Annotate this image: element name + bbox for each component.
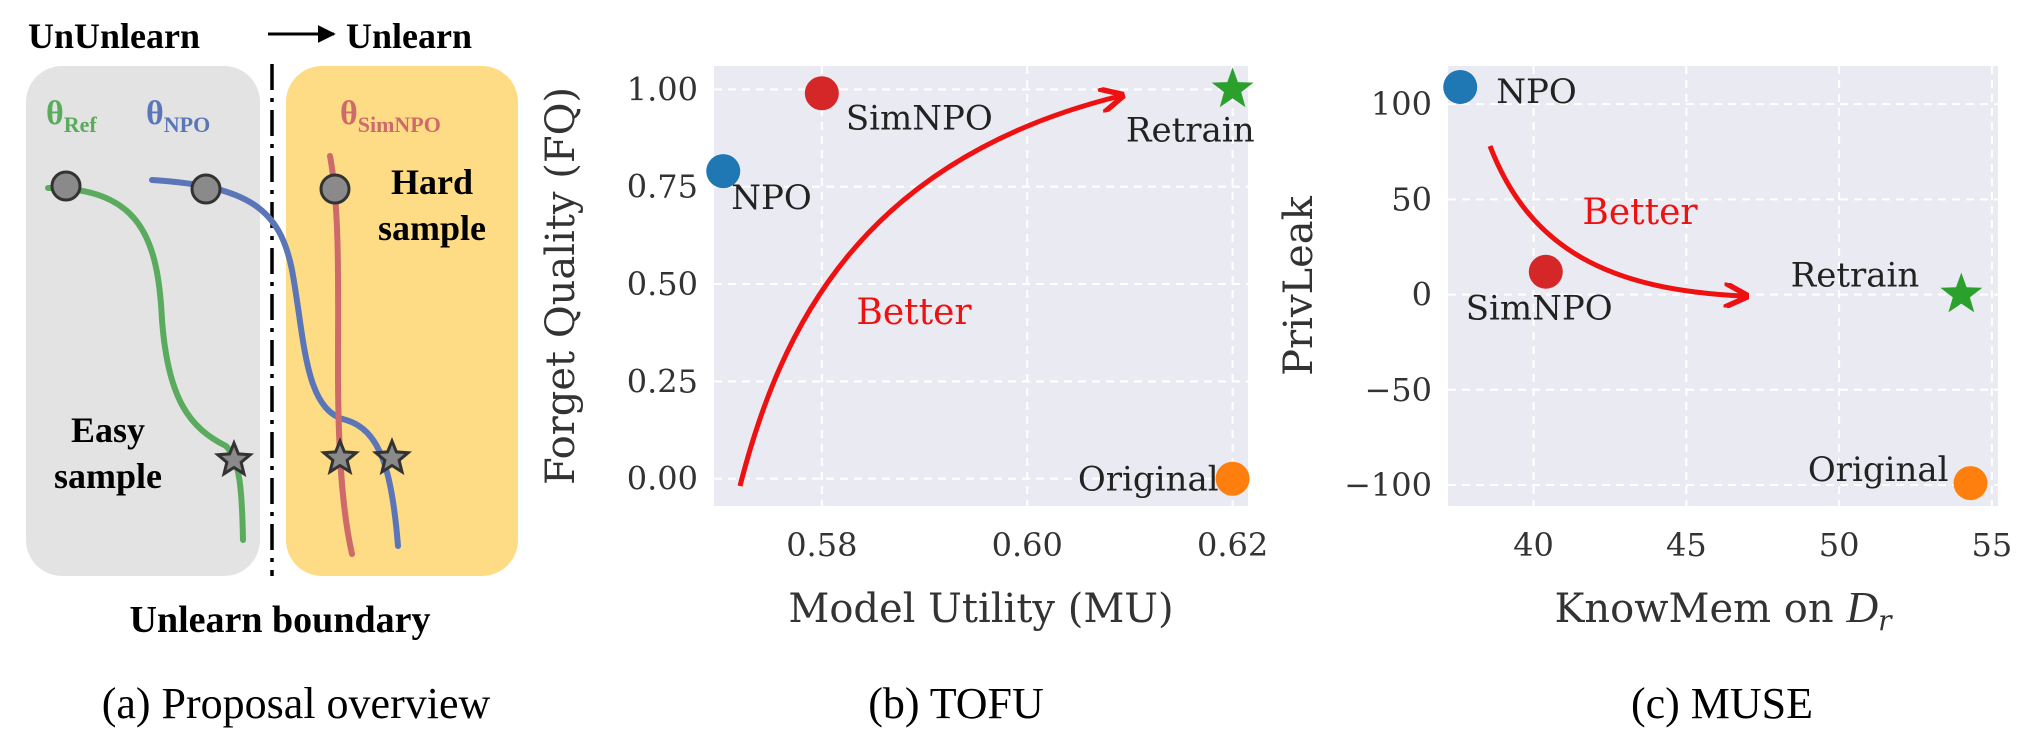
x-tick-label: 0.62 [1197,526,1268,564]
simnpo-point-label: SimNPO [846,98,993,138]
npo-point-label: NPO [731,178,812,218]
retrain-point [1940,272,1983,313]
caption-b: (b) TOFU [868,679,1044,728]
y-axis-label: PrivLeak [1276,195,1322,376]
muse-chart: 40 45 50 55 −100 −50 0 50 100 KnowMem on Dr PrivLe… [1276,66,2012,728]
x-tick-label: 45 [1666,526,1707,564]
ref-end-star [213,438,255,478]
npo-point [1443,69,1478,104]
x-tick-label: 0.58 [786,526,857,564]
theta-npo-label: θNPO [146,95,210,137]
header-unlearn: Unlearn [346,16,472,56]
y-tick-label: −100 [1344,466,1432,504]
caption-c: (c) MUSE [1631,679,1813,728]
npo-point [706,154,741,189]
y-tick-label: 50 [1391,180,1432,218]
ununlearn-region [26,66,260,576]
tofu-chart: 0.58 0.60 0.62 0.00 0.25 0.50 0.75 1.00 Model Ut… [538,66,1268,728]
simnpo-point [1528,254,1563,289]
simnpo-end-star [319,436,361,476]
y-tick-label: 100 [1371,85,1432,123]
npo-point-label: NPO [1496,72,1577,112]
original-point [1215,461,1250,496]
y-axis-label: Forget Quality (FQ) [538,87,584,485]
retrain-point-label: Retrain [1126,110,1255,150]
x-tick-label: 50 [1819,526,1860,564]
original-point-label: Original [1808,450,1949,490]
plot-area-b [714,66,1248,506]
y-tick-label: −50 [1364,371,1432,409]
original-point [1953,466,1988,501]
y-tick-label: 0.25 [627,362,698,400]
easy-sample-label-2: sample [54,456,162,496]
easy-sample-label-1: Easy [71,410,145,450]
simnpo-point [804,76,839,111]
original-point-label: Original [1078,460,1219,500]
caption-a: (a) Proposal overview [102,679,491,728]
x-tick-label: 40 [1513,526,1554,564]
y-tick-label: 1.00 [627,70,698,108]
theta-ref-label: θRef [46,95,97,137]
proposal-overview-panel: UnUnlearn Unlearn θRef θNPO θSimNPO Hard… [26,16,518,728]
y-tick-label: 0.00 [627,460,698,498]
x-axis-label: KnowMem on Dr [1555,583,1894,637]
header-ununlearn: UnUnlearn [28,16,200,56]
hard-sample-label-1: Hard [391,162,473,202]
better-arrow [1487,145,1744,296]
simnpo-start-point [319,173,351,205]
simnpo-trajectory [327,153,355,557]
y-tick-label: 0.75 [627,168,698,206]
x-axis-label: Model Utility (MU) [788,586,1173,632]
retrain-point-label: Retrain [1791,256,1920,296]
better-label: Better [1582,192,1698,233]
unlearn-boundary-label: Unlearn boundary [130,599,431,641]
y-tick-label: 0 [1412,276,1432,314]
x-tick-label: 0.60 [992,526,1063,564]
simnpo-point-label: SimNPO [1466,289,1613,329]
retrain-point [1211,67,1254,108]
hard-sample-label-2: sample [378,208,486,248]
x-tick-label: 55 [1972,526,2013,564]
theta-simnpo-label: θSimNPO [340,95,441,137]
better-label: Better [856,292,972,333]
ref-start-point [50,170,82,202]
unlearn-region [286,66,518,576]
y-tick-label: 0.50 [627,265,698,303]
npo-end-star [371,436,413,476]
npo-start-point [190,173,222,205]
better-arrow [737,96,1120,487]
